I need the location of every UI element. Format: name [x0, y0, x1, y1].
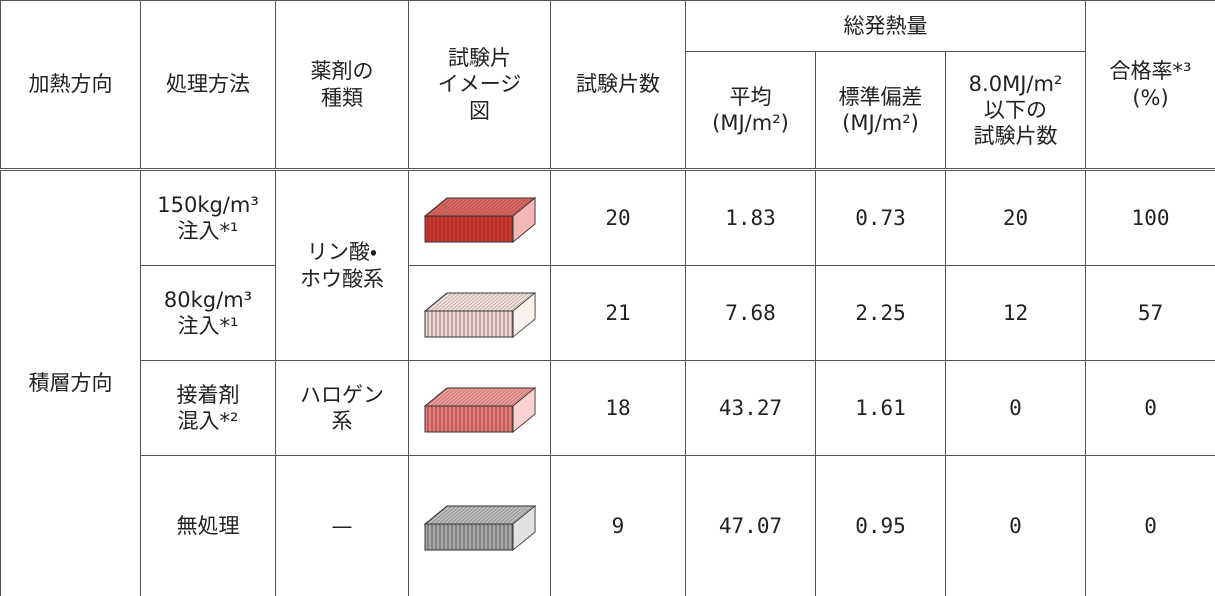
cell-text: 20 — [1003, 206, 1028, 230]
cell: 接着剤混入*² — [141, 361, 276, 456]
header-cell: 標準偏差(MJ/m²) — [816, 52, 946, 170]
header-text: 以下の — [984, 98, 1047, 122]
cell-text: 0 — [1009, 396, 1022, 420]
cell: 20 — [551, 170, 686, 266]
cell: 1.83 — [686, 170, 816, 266]
header-cell: 薬剤の種類 — [276, 1, 409, 170]
cell-text: 43.27 — [719, 396, 782, 420]
header-text: 合格率*³ — [1110, 59, 1192, 83]
cell-text: 0 — [1144, 396, 1157, 420]
cell-text: 注入*¹ — [178, 219, 239, 243]
cell: — — [276, 456, 409, 596]
cell-text: ハロゲン — [300, 383, 384, 407]
cell-text: 0 — [1144, 514, 1157, 538]
cell-text: 0 — [1009, 514, 1022, 538]
header-text: (MJ/m²) — [842, 111, 919, 135]
cell: 100 — [1086, 170, 1215, 266]
specimen-icon — [415, 496, 545, 556]
cell-text: 100 — [1132, 206, 1170, 230]
cell: 無処理 — [141, 456, 276, 596]
cell-text: 0.73 — [855, 206, 906, 230]
cell: 7.68 — [686, 266, 816, 361]
cell-text: 1.83 — [725, 206, 776, 230]
cell — [409, 456, 551, 596]
specimen-icon — [415, 188, 545, 248]
cell-text: 9 — [612, 514, 625, 538]
header-cell: 試験片イメージ図 — [409, 1, 551, 170]
cell-text: 注入*¹ — [178, 314, 239, 338]
header-text: 8.0MJ/m² — [969, 72, 1063, 96]
header-cell: 処理方法 — [141, 1, 276, 170]
header-text: 薬剤の — [311, 59, 374, 83]
cell: 0.73 — [816, 170, 946, 266]
cell: 0 — [946, 456, 1086, 596]
header-text: (MJ/m²) — [712, 111, 789, 135]
cell-text: 18 — [605, 396, 630, 420]
header-text: 図 — [469, 99, 490, 123]
cell: 0 — [946, 361, 1086, 456]
cell: 2.25 — [816, 266, 946, 361]
header-text: 加熱方向 — [29, 72, 113, 96]
header-text: 試験片数 — [576, 72, 660, 96]
cell: 1.61 — [816, 361, 946, 456]
cell — [409, 170, 551, 266]
cell-text: 21 — [605, 301, 630, 325]
cell-text: 80kg/m³ — [164, 288, 252, 312]
cell-text: ホウ酸系 — [300, 267, 384, 291]
cell-text: 無処理 — [177, 514, 240, 538]
direction-cell: 積層方向 — [1, 170, 141, 596]
cell: リン酸・ホウ酸系 — [276, 170, 409, 361]
cell-text: 積層方向 — [29, 371, 113, 395]
header-cell: 試験片数 — [551, 1, 686, 170]
header-text: イメージ — [438, 72, 522, 96]
header-text: 種類 — [321, 86, 363, 110]
cell-text: 20 — [605, 206, 630, 230]
header-text: 平均 — [730, 85, 772, 109]
header-cell: 総発熱量 — [686, 1, 1086, 52]
cell-text: — — [332, 514, 353, 538]
cell-text: 0.95 — [855, 514, 906, 538]
cell — [409, 361, 551, 456]
cell-text: 1.61 — [855, 396, 906, 420]
cell-text: 系 — [332, 409, 353, 433]
cell — [409, 266, 551, 361]
cell: 12 — [946, 266, 1086, 361]
cell-text: 接着剤 — [177, 383, 240, 407]
header-text: 試験片数 — [974, 124, 1058, 148]
cell-text: 混入*² — [178, 409, 239, 433]
cell: 43.27 — [686, 361, 816, 456]
specimen-icon — [415, 378, 545, 438]
cell-text: 2.25 — [855, 301, 906, 325]
cell: 9 — [551, 456, 686, 596]
cell: ハロゲン系 — [276, 361, 409, 456]
cell-text: リン酸・ — [307, 240, 377, 264]
header-text: 処理方法 — [166, 72, 250, 96]
cell-text: 57 — [1138, 301, 1163, 325]
cell-text: 12 — [1003, 301, 1028, 325]
cell-text: 150kg/m³ — [157, 193, 259, 217]
specimen-icon — [415, 283, 545, 343]
cell: 21 — [551, 266, 686, 361]
cell: 57 — [1086, 266, 1215, 361]
header-text: 総発熱量 — [844, 14, 928, 38]
header-cell: 加熱方向 — [1, 1, 141, 170]
cell: 18 — [551, 361, 686, 456]
header-text: 試験片 — [448, 46, 511, 70]
cell: 47.07 — [686, 456, 816, 596]
cell: 0 — [1086, 361, 1215, 456]
cell-text: 7.68 — [725, 301, 776, 325]
header-cell: 合格率*³ (%) — [1086, 1, 1215, 170]
cell: 0.95 — [816, 456, 946, 596]
cell-text: 47.07 — [719, 514, 782, 538]
header-cell: 平均(MJ/m²) — [686, 52, 816, 170]
header-text: 標準偏差 — [839, 85, 923, 109]
header-text: (%) — [1132, 86, 1168, 110]
cell: 20 — [946, 170, 1086, 266]
cell: 0 — [1086, 456, 1215, 596]
